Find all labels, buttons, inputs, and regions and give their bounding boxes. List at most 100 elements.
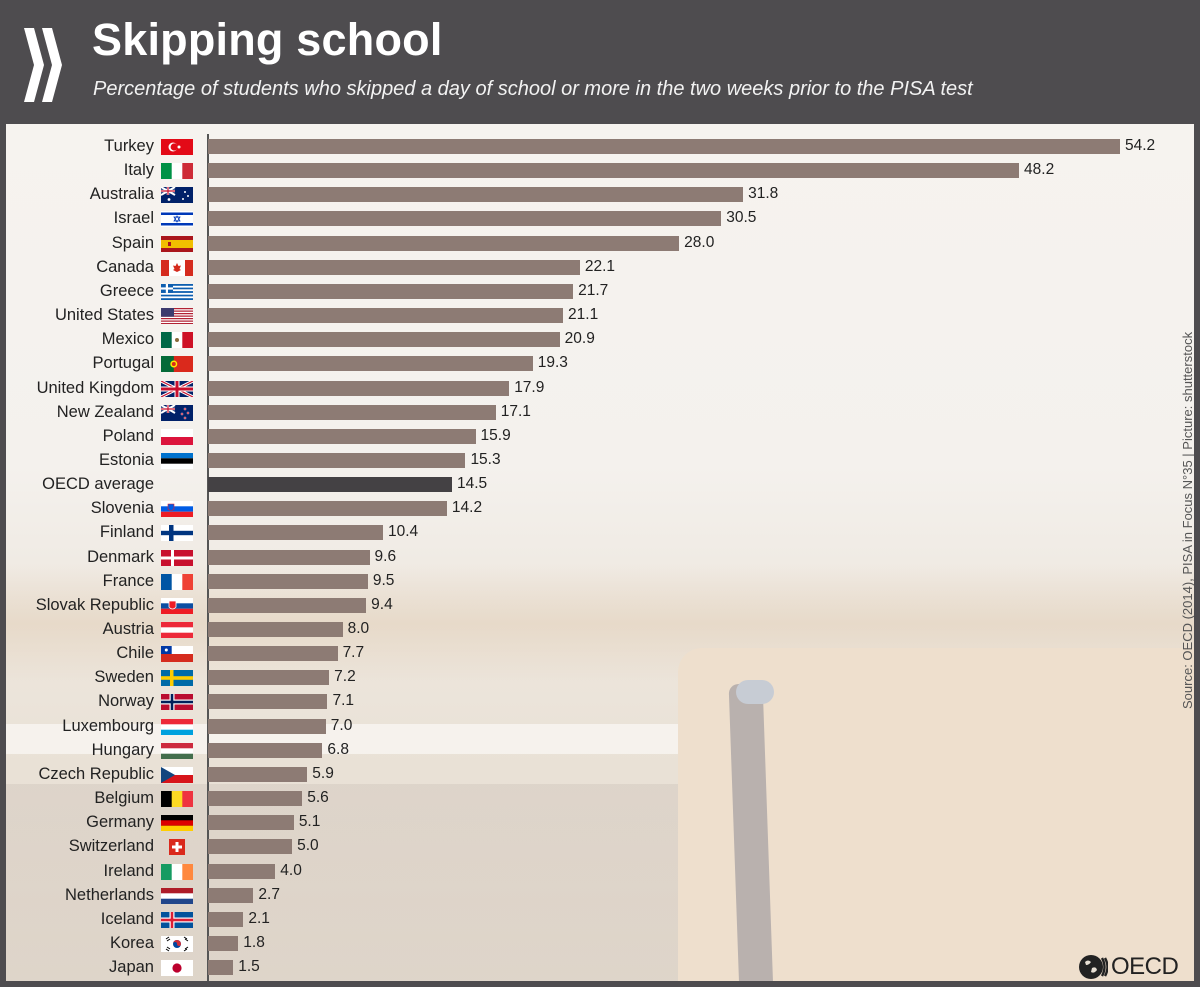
value-label: 2.7 xyxy=(258,885,280,903)
chart-subtitle: Percentage of students who skipped a day… xyxy=(93,78,973,100)
flag-united-kingdom-icon xyxy=(161,380,193,397)
flag-canada-icon xyxy=(161,259,193,276)
category-label: Slovenia xyxy=(90,499,154,518)
category-label: France xyxy=(102,571,154,590)
bar-row: Norway 7.1 xyxy=(6,690,1194,714)
value-label: 28.0 xyxy=(684,233,715,251)
bar xyxy=(208,187,744,203)
bar xyxy=(208,428,476,444)
bar-row: Spain 28.0 xyxy=(6,232,1194,256)
bar-row: Hungary 6.8 xyxy=(6,739,1194,763)
value-label: 4.0 xyxy=(280,861,302,879)
bar xyxy=(208,622,343,637)
flag-slovenia-icon xyxy=(161,501,193,518)
oecd-globe-icon xyxy=(1079,955,1108,979)
value-label: 2.1 xyxy=(248,909,270,927)
flag-portugal-icon xyxy=(161,356,193,373)
value-label: 30.5 xyxy=(726,209,757,227)
value-label: 5.0 xyxy=(297,837,319,855)
bar-row: New Zealand 17.1 xyxy=(6,401,1194,425)
category-label: Hungary xyxy=(91,740,154,759)
bar-row: Australia 31.8 xyxy=(6,183,1194,207)
bar-row: Italy 48.2 xyxy=(6,159,1194,183)
bar-row: Mexico 20.9 xyxy=(6,328,1194,352)
value-label: 14.5 xyxy=(456,475,488,493)
flag-united-states-icon xyxy=(161,308,193,325)
flag-luxembourg-icon xyxy=(161,718,193,735)
category-label: Canada xyxy=(96,257,154,276)
value-label: 7.2 xyxy=(334,668,356,686)
category-label: Austria xyxy=(102,620,154,638)
category-label: Sweden xyxy=(94,668,154,687)
bar xyxy=(208,380,510,396)
flag-denmark-icon xyxy=(161,549,193,566)
bar-row: France 9.5 xyxy=(6,570,1194,594)
header: Skipping school Percentage of students w… xyxy=(0,0,1200,124)
category-label: Switzerland xyxy=(68,837,154,856)
source-text: Source: OECD (2014), PISA in Focus N°35 … xyxy=(1180,331,1194,709)
bar-row: Chile 7.7 xyxy=(6,642,1194,666)
bar-row: Korea 1.8 xyxy=(6,932,1194,956)
category-label: Spain xyxy=(111,233,154,252)
bar-row: Slovak Republic 9.4 xyxy=(6,594,1194,618)
bar xyxy=(208,573,368,589)
bar xyxy=(208,597,367,613)
flag-switzerland-icon xyxy=(169,839,185,856)
flag-italy-icon xyxy=(161,163,193,180)
category-label: Netherlands xyxy=(65,885,154,904)
category-label: Luxembourg xyxy=(62,716,154,735)
oecd-logo-text: OECD xyxy=(1111,953,1179,980)
flag-spain-icon xyxy=(161,235,193,252)
category-label: United Kingdom xyxy=(36,378,154,397)
value-label: 9.4 xyxy=(371,595,393,613)
bar xyxy=(208,694,328,710)
value-label: 21.1 xyxy=(568,306,599,324)
background-chair-cap xyxy=(736,680,774,704)
flag-chile-icon xyxy=(161,646,193,663)
flag-new-zealand-icon xyxy=(161,404,193,421)
bar xyxy=(208,501,447,517)
bar xyxy=(208,452,466,468)
bar-row: Poland 15.9 xyxy=(6,425,1194,449)
value-label: 7.7 xyxy=(342,644,365,662)
category-label: Germany xyxy=(86,813,154,832)
bar xyxy=(208,935,239,951)
bar xyxy=(208,646,338,662)
flag-greece-icon xyxy=(161,283,193,300)
flag-finland-icon xyxy=(161,525,193,542)
value-label: 5.6 xyxy=(307,789,329,807)
bar-row: Germany 5.1 xyxy=(6,811,1194,835)
flag-belgium-icon xyxy=(161,791,193,808)
category-label: Korea xyxy=(109,933,154,952)
bar xyxy=(208,404,496,420)
flag-france-icon xyxy=(161,573,193,590)
bar-row: Turkey 54.2 xyxy=(6,135,1194,159)
bar xyxy=(208,863,276,879)
bar xyxy=(208,911,244,927)
category-label: Turkey xyxy=(104,137,154,155)
category-label: Finland xyxy=(99,523,154,542)
bar xyxy=(208,332,560,348)
bar xyxy=(208,163,1020,179)
value-label: 17.9 xyxy=(514,378,545,396)
bar-row: Portugal 19.3 xyxy=(6,352,1194,376)
value-label: 31.8 xyxy=(748,185,779,203)
category-label: OECD average xyxy=(42,475,154,494)
value-label: 1.5 xyxy=(238,958,260,976)
value-label: 15.3 xyxy=(470,450,501,468)
background-photo-layer xyxy=(6,724,686,754)
bar-row: Greece 21.7 xyxy=(6,280,1194,304)
value-label: 14.2 xyxy=(451,499,483,517)
bar xyxy=(208,139,1120,154)
value-label: 7.1 xyxy=(332,692,355,710)
flag-germany-icon xyxy=(161,815,193,832)
bar-row: United States 21.1 xyxy=(6,304,1194,328)
bar xyxy=(208,549,370,565)
bar-row: Canada 22.1 xyxy=(6,256,1194,280)
bar-row: Austria 8.0 xyxy=(6,618,1194,642)
value-label: 9.6 xyxy=(374,547,397,565)
value-label: 22.1 xyxy=(584,257,616,275)
bar xyxy=(208,670,330,686)
value-label: 8.0 xyxy=(347,620,370,637)
flag-israel-icon xyxy=(161,211,193,228)
